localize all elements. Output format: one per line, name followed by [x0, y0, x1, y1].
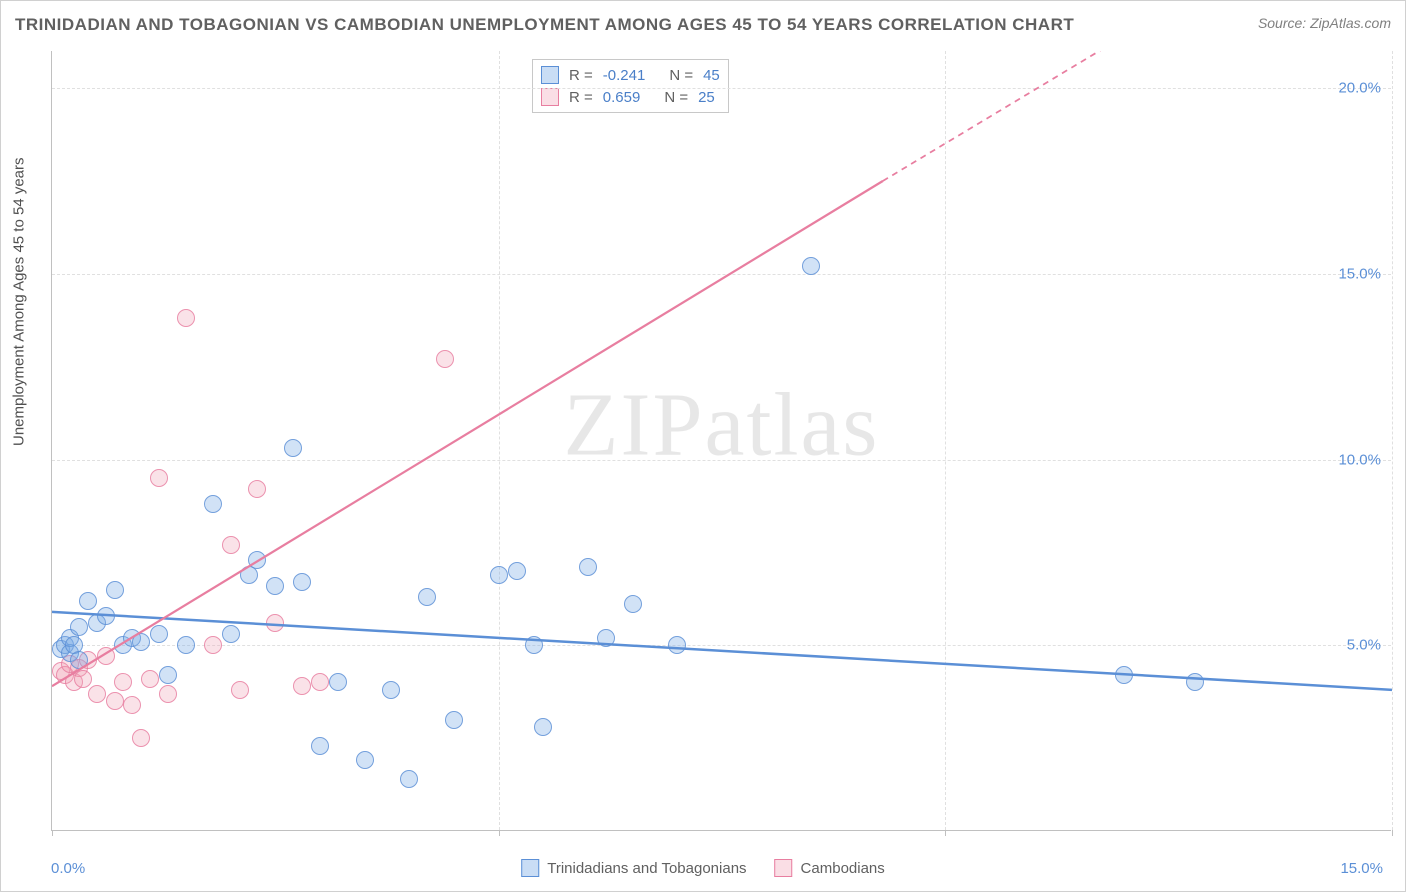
- scatter-point: [79, 592, 97, 610]
- scatter-point: [70, 618, 88, 636]
- scatter-point: [159, 685, 177, 703]
- scatter-point: [88, 685, 106, 703]
- scatter-point: [150, 469, 168, 487]
- x-tick-mark: [52, 830, 53, 836]
- gridline-vertical: [945, 51, 946, 830]
- scatter-point: [1115, 666, 1133, 684]
- scatter-point: [248, 551, 266, 569]
- gridline-horizontal: [52, 88, 1391, 89]
- stats-legend-box: R = -0.241 N = 45 R = 0.659 N = 25: [532, 59, 729, 113]
- scatter-point: [293, 677, 311, 695]
- r-value: -0.241: [603, 67, 646, 84]
- scatter-point: [177, 636, 195, 654]
- scatter-point: [293, 573, 311, 591]
- scatter-point: [311, 673, 329, 691]
- scatter-point: [436, 350, 454, 368]
- scatter-point: [1186, 673, 1204, 691]
- scatter-point: [97, 607, 115, 625]
- stats-row-series-2: R = 0.659 N = 25: [541, 86, 720, 108]
- scatter-point: [266, 614, 284, 632]
- n-value: 25: [698, 89, 715, 106]
- plot-area: ZIPatlas R = -0.241 N = 45 R = 0.659 N =…: [51, 51, 1391, 831]
- scatter-point: [106, 692, 124, 710]
- trend-line-solid: [52, 181, 883, 686]
- watermark-text: ZIPatlas: [564, 373, 880, 476]
- gridline-horizontal: [52, 460, 1391, 461]
- scatter-point: [624, 595, 642, 613]
- scatter-point: [356, 751, 374, 769]
- r-label: R =: [569, 89, 593, 106]
- scatter-point: [177, 309, 195, 327]
- scatter-point: [490, 566, 508, 584]
- scatter-point: [418, 588, 436, 606]
- scatter-point: [534, 718, 552, 736]
- scatter-point: [284, 439, 302, 457]
- scatter-point: [159, 666, 177, 684]
- scatter-point: [141, 670, 159, 688]
- scatter-point: [597, 629, 615, 647]
- gridline-horizontal: [52, 274, 1391, 275]
- trend-line-dashed-extension: [883, 51, 1124, 181]
- scatter-point: [400, 770, 418, 788]
- y-tick-label: 20.0%: [1338, 80, 1381, 97]
- scatter-point: [222, 625, 240, 643]
- scatter-point: [123, 696, 141, 714]
- bottom-legend: Trinidadians and Tobagonians Cambodians: [521, 859, 885, 877]
- scatter-point: [668, 636, 686, 654]
- x-tick-mark: [499, 830, 500, 836]
- scatter-point: [248, 480, 266, 498]
- scatter-point: [70, 651, 88, 669]
- gridline-vertical: [499, 51, 500, 830]
- y-tick-label: 15.0%: [1338, 265, 1381, 282]
- swatch-icon: [775, 859, 793, 877]
- scatter-point: [74, 670, 92, 688]
- n-label: N =: [669, 67, 693, 84]
- scatter-point: [579, 558, 597, 576]
- y-axis-label: Unemployment Among Ages 45 to 54 years: [11, 157, 28, 446]
- scatter-point: [382, 681, 400, 699]
- chart-title: TRINIDADIAN AND TOBAGONIAN VS CAMBODIAN …: [15, 15, 1074, 35]
- scatter-point: [311, 737, 329, 755]
- trend-lines-svg: [52, 51, 1392, 831]
- scatter-point: [114, 673, 132, 691]
- scatter-point: [525, 636, 543, 654]
- scatter-point: [106, 581, 124, 599]
- scatter-point: [150, 625, 168, 643]
- r-label: R =: [569, 67, 593, 84]
- x-tick-first: 0.0%: [51, 860, 85, 877]
- gridline-vertical: [1392, 51, 1393, 830]
- scatter-point: [508, 562, 526, 580]
- chart-container: TRINIDADIAN AND TOBAGONIAN VS CAMBODIAN …: [0, 0, 1406, 892]
- x-tick-mark: [945, 830, 946, 836]
- scatter-point: [204, 636, 222, 654]
- scatter-point: [329, 673, 347, 691]
- gridline-horizontal: [52, 645, 1391, 646]
- n-value: 45: [703, 67, 720, 84]
- scatter-point: [97, 647, 115, 665]
- scatter-point: [802, 257, 820, 275]
- legend-label: Cambodians: [801, 860, 885, 877]
- legend-item-2: Cambodians: [775, 859, 885, 877]
- legend-label: Trinidadians and Tobagonians: [547, 860, 746, 877]
- scatter-point: [132, 633, 150, 651]
- swatch-icon: [521, 859, 539, 877]
- r-value: 0.659: [603, 89, 641, 106]
- n-label: N =: [664, 89, 688, 106]
- swatch-icon: [541, 66, 559, 84]
- scatter-point: [445, 711, 463, 729]
- x-tick-mark: [1392, 830, 1393, 836]
- x-tick-last: 15.0%: [1340, 860, 1383, 877]
- scatter-point: [266, 577, 284, 595]
- stats-row-series-1: R = -0.241 N = 45: [541, 64, 720, 86]
- scatter-point: [231, 681, 249, 699]
- scatter-point: [204, 495, 222, 513]
- y-tick-label: 5.0%: [1347, 637, 1381, 654]
- swatch-icon: [541, 88, 559, 106]
- chart-source: Source: ZipAtlas.com: [1258, 15, 1391, 31]
- y-tick-label: 10.0%: [1338, 451, 1381, 468]
- scatter-point: [132, 729, 150, 747]
- scatter-point: [222, 536, 240, 554]
- legend-item-1: Trinidadians and Tobagonians: [521, 859, 746, 877]
